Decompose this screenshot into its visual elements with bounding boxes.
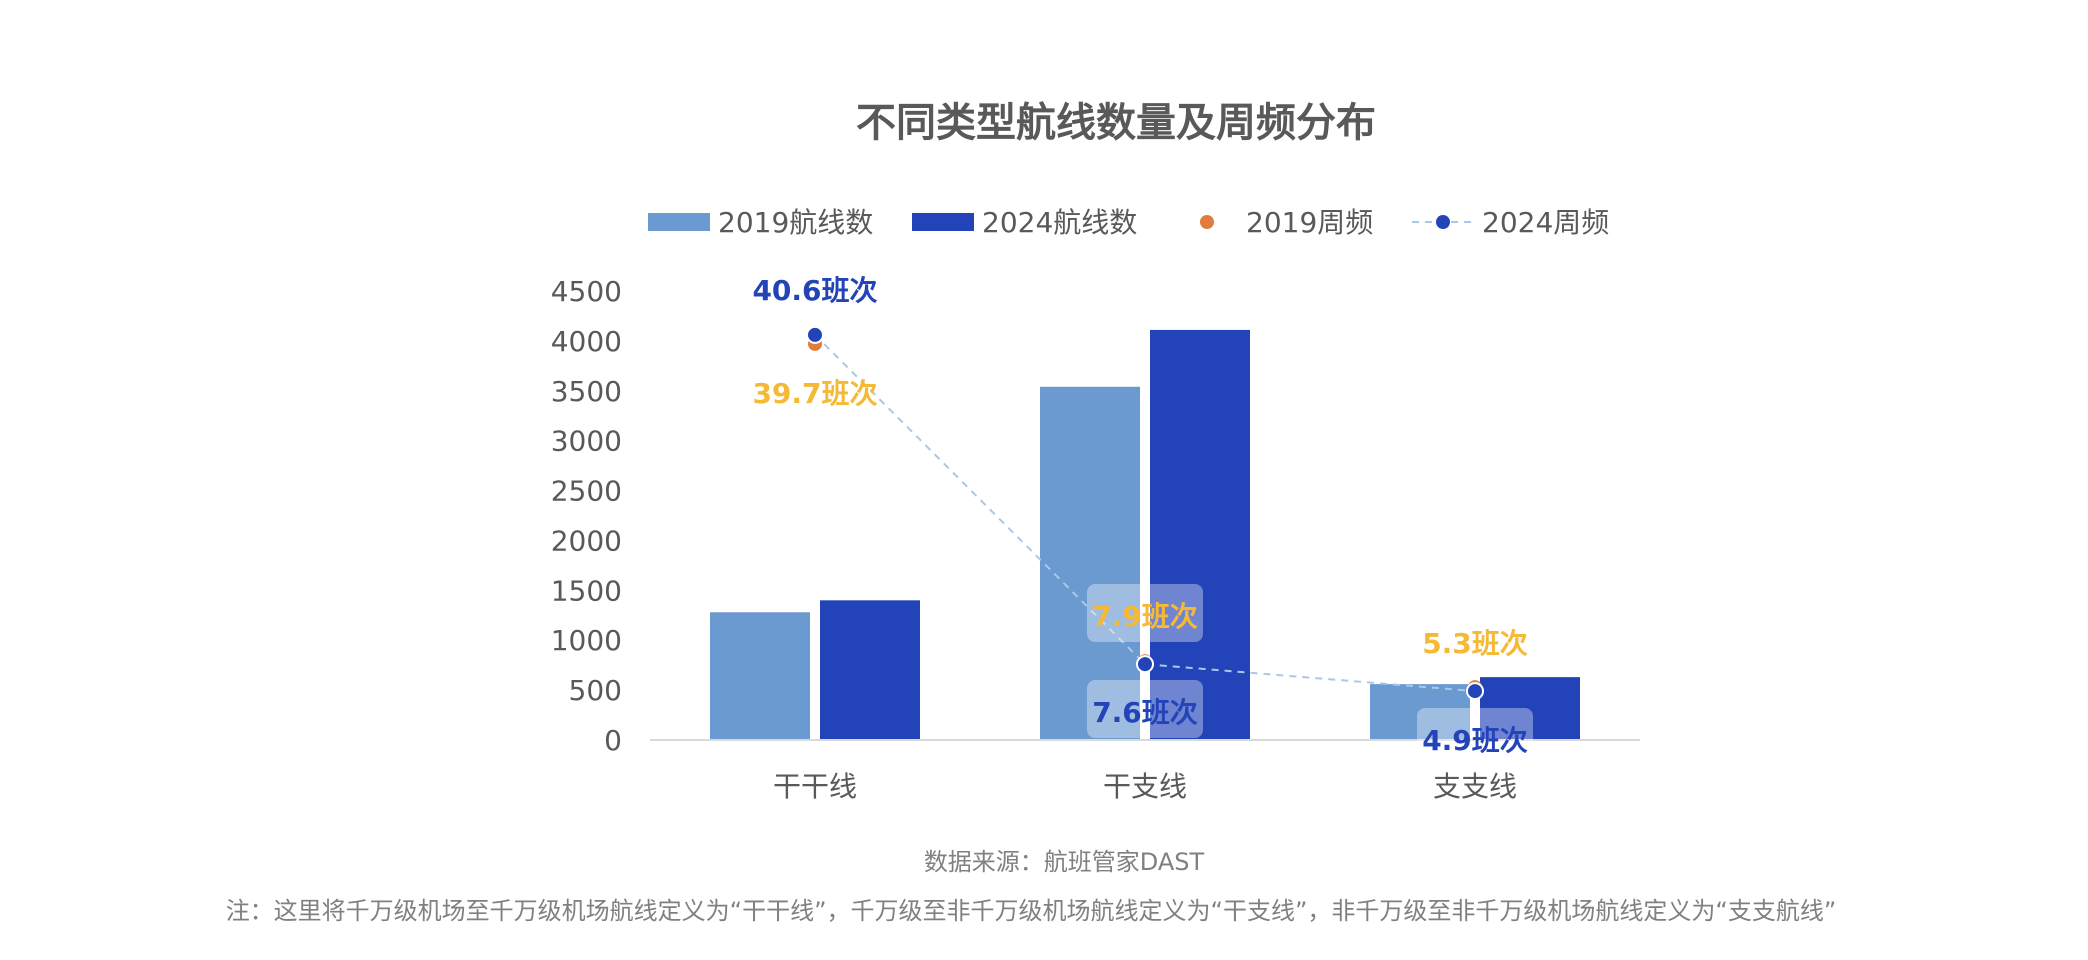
bar-2024-1 [1150,329,1250,740]
bar-2019-1 [1040,386,1140,740]
category-label: 干干线 [773,770,857,803]
chart-title: 不同类型航线数量及周频分布 [856,100,1376,146]
data-labels: 40.6班次 39.7班次 7.9班次 7.6班次 5.3班次 4.9班次 [752,274,1533,766]
label-2024-frequency-box [1087,680,1203,738]
y-tick-label: 3500 [551,375,622,408]
y-axis: 0 500 1000 1500 2000 2500 3000 3500 4000 4500 [551,275,622,757]
legend-label: 2024周频 [1482,206,1609,239]
y-tick-label: 1500 [551,574,622,607]
legend-label: 2024航线数 [982,206,1137,239]
y-tick-label: 2000 [551,524,622,557]
lines [806,325,1484,701]
y-tick-label: 3000 [551,425,622,458]
category-label: 干支线 [1103,770,1187,803]
point-2024-frequency [1136,655,1154,674]
label-2024-frequency-box [1417,708,1533,766]
label-2024-frequency: 7.6班次 [1092,696,1198,729]
legend-marker-2019-frequency [1200,215,1214,229]
x-axis: 干干线 干支线 支支线 [650,739,1640,803]
bar-2019-2 [1370,684,1470,740]
legend-label: 2019周频 [1246,206,1373,239]
label-2019-frequency-box [1087,584,1203,642]
y-tick-label: 1000 [551,624,622,657]
legend-swatch-2019-routes [648,213,710,231]
y-tick-label: 2500 [551,475,622,508]
y-tick-label: 500 [569,674,622,707]
bars [710,329,1580,740]
source-text: 数据来源：航班管家DAST [924,848,1205,876]
point-2024-frequency [806,325,824,344]
legend-swatch-2024-routes [912,213,974,231]
bar-2024-2 [1480,677,1580,740]
bar-2019-0 [710,612,810,740]
category-label: 支支线 [1433,770,1517,803]
point-2024-frequency [1466,682,1484,701]
footnote-text: 注：这里将千万级机场至千万级机场航线定义为“干干线”，千万级至非千万级机场航线定… [226,897,1837,925]
label-2019-frequency: 39.7班次 [752,377,877,410]
label-2019-frequency: 5.3班次 [1422,627,1528,660]
legend: 2019航线数 2024航线数 2019周频 2024周频 [648,206,1609,239]
bar-2024-0 [820,600,920,740]
y-tick-label: 4500 [551,275,622,308]
label-2024-frequency: 4.9班次 [1422,724,1528,757]
y-tick-label: 0 [604,724,622,757]
label-2024-frequency: 40.6班次 [752,274,877,307]
legend-marker-2024-frequency [1436,215,1450,229]
label-2019-frequency: 7.9班次 [1092,600,1198,633]
y-tick-label: 4000 [551,325,622,358]
legend-label: 2019航线数 [718,206,873,239]
